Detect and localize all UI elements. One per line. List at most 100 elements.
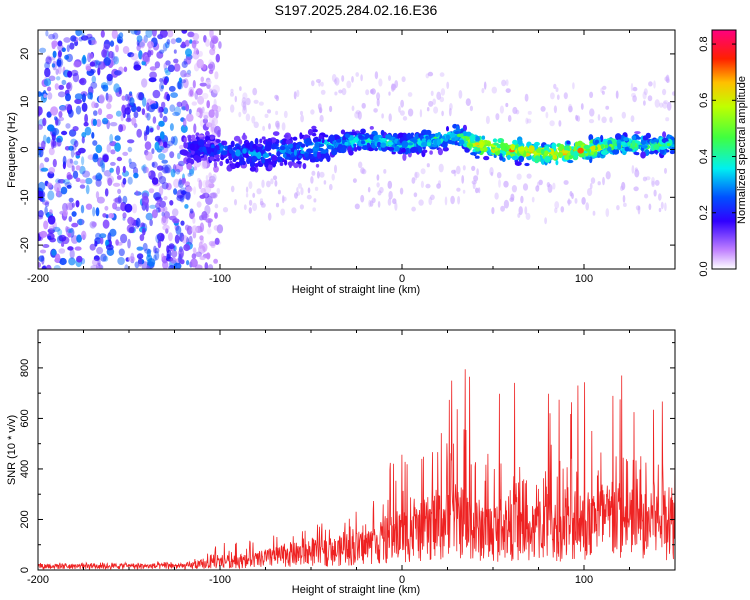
noise-blob: [109, 122, 118, 127]
ridge-blob: [562, 150, 570, 154]
noise-blob: [97, 67, 101, 76]
ridge-blob: [479, 147, 485, 151]
ridge-blob: [585, 156, 591, 160]
noise-blob: [71, 222, 79, 228]
ridge-blob: [659, 146, 666, 150]
ridge-blob: [361, 145, 369, 151]
y-tick-label: 400: [19, 460, 31, 478]
halo-blob: [660, 201, 664, 210]
noise-blob: [81, 102, 88, 113]
halo-blob: [259, 201, 264, 206]
noise-blob: [159, 82, 164, 92]
noise-blob: [184, 204, 189, 209]
ridge-blob: [492, 138, 498, 143]
noise-blob: [58, 234, 67, 242]
noise-blob: [109, 228, 117, 237]
noise-blob: [106, 93, 113, 103]
halo-blob: [216, 187, 221, 195]
halo-blob: [360, 74, 363, 82]
noise-blob: [116, 156, 123, 162]
halo-blob: [376, 182, 380, 188]
ridge-blob: [405, 147, 409, 155]
noise-blob: [185, 48, 192, 57]
noise-blob: [133, 111, 139, 119]
noise-blob: [47, 92, 53, 100]
noise-blob: [48, 167, 56, 174]
noise-blob: [53, 265, 61, 269]
noise-blob: [205, 38, 210, 47]
ridge-blob: [256, 151, 262, 160]
noise-blob: [38, 210, 44, 218]
halo-blob: [574, 198, 578, 204]
noise-blob: [133, 172, 139, 179]
noise-blob: [114, 142, 121, 152]
noise-blob: [101, 49, 107, 58]
noise-blob: [38, 255, 45, 262]
noise-blob: [72, 170, 79, 179]
noise-blob: [163, 78, 168, 86]
halo-blob: [499, 105, 504, 114]
noise-blob: [151, 148, 155, 155]
ridge-blob: [328, 135, 335, 142]
noise-blob: [47, 228, 55, 234]
halo-blob: [462, 165, 466, 171]
halo-blob: [388, 190, 393, 200]
halo-blob: [631, 165, 635, 174]
noise-blob: [95, 144, 103, 154]
halo-blob: [605, 208, 610, 218]
halo-blob: [516, 173, 522, 180]
noise-blob: [113, 83, 120, 93]
ridge-blob: [517, 139, 523, 145]
halo-blob: [428, 100, 434, 107]
noise-blob: [102, 117, 109, 125]
ridge-blob: [183, 142, 189, 149]
noise-blob: [210, 192, 218, 199]
noise-blob: [105, 92, 109, 101]
halo-blob: [420, 180, 424, 188]
halo-blob: [402, 116, 408, 121]
halo-blob: [374, 71, 379, 80]
ridge-blob: [456, 125, 460, 131]
halo-blob: [230, 104, 235, 113]
noise-blob: [57, 91, 66, 98]
noise-blob: [114, 196, 123, 204]
halo-blob: [654, 99, 660, 108]
halo-blob: [291, 207, 297, 214]
halo-blob: [572, 82, 575, 90]
ridge-blob: [360, 140, 366, 145]
y-tick-label: 600: [19, 409, 31, 427]
halo-blob: [274, 180, 278, 187]
ridge-blob: [199, 146, 203, 151]
noise-blob: [76, 255, 83, 263]
noise-blob: [64, 181, 72, 188]
ridge-blob: [340, 129, 346, 135]
noise-blob: [163, 141, 168, 148]
noise-blob: [161, 159, 168, 164]
ridge-blob: [193, 155, 200, 161]
halo-blob: [630, 82, 634, 92]
ridge-blob: [305, 142, 312, 146]
colorbar-tick-label: 0.4: [698, 149, 710, 164]
noise-blob: [38, 181, 46, 192]
ridge-blob: [213, 148, 218, 156]
noise-blob: [40, 190, 46, 198]
ridge-blob: [659, 148, 665, 155]
noise-blob: [170, 168, 176, 178]
noise-blob: [149, 204, 157, 209]
halo-blob: [338, 89, 343, 94]
noise-blob: [56, 57, 64, 68]
noise-blob: [167, 30, 174, 38]
noise-blob: [75, 177, 81, 182]
ridge-blob: [373, 135, 379, 142]
noise-blob: [192, 247, 197, 253]
noise-blob: [114, 135, 121, 142]
noise-blob: [57, 179, 66, 184]
noise-blob: [48, 225, 56, 231]
ridge-blob: [500, 142, 506, 149]
ridge-blob: [188, 135, 192, 143]
noise-blob: [62, 155, 67, 166]
noise-blob: [69, 42, 75, 50]
ridge-blob: [311, 125, 317, 130]
ridge-blob: [564, 155, 571, 160]
